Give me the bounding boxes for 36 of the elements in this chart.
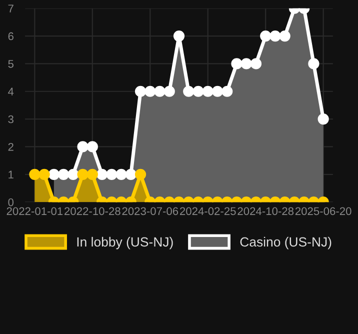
x-tick-label: 2022-01-01 — [6, 207, 63, 216]
y-tick-label: 5 — [8, 60, 14, 68]
point — [222, 86, 233, 97]
y-tick-label: 7 — [8, 4, 14, 12]
point — [164, 86, 175, 97]
point — [260, 30, 272, 42]
point — [212, 86, 224, 97]
point — [77, 141, 88, 152]
point — [250, 58, 262, 70]
point — [183, 86, 194, 97]
point — [318, 113, 329, 125]
legend-label: In lobby (US-NJ) — [77, 236, 173, 250]
point — [144, 86, 156, 97]
point — [154, 86, 166, 97]
point — [134, 86, 146, 97]
point — [270, 30, 281, 42]
x-tick-label: 2024-10-28 — [238, 207, 294, 216]
legend-label: Casino (US-NJ) — [240, 236, 332, 250]
x-tick-label: 2023-07-06 — [122, 207, 178, 216]
x-tick-label: 2022-10-28 — [64, 207, 120, 216]
point — [308, 58, 320, 70]
y-tick-label: 2 — [8, 142, 14, 151]
y-tick-label: 0 — [8, 198, 14, 206]
y-tick-label: 3 — [8, 115, 14, 124]
point — [173, 30, 185, 42]
point — [240, 58, 252, 70]
point — [192, 86, 204, 97]
x-tick-label: 2024-02-25 — [180, 207, 236, 216]
point — [231, 58, 242, 70]
y-tick-label: 4 — [8, 88, 14, 96]
point — [202, 86, 214, 97]
point — [279, 30, 290, 42]
y-tick-label: 6 — [8, 32, 14, 40]
y-tick-label: 1 — [8, 170, 14, 178]
point — [86, 141, 98, 152]
x-tick-label: 2025-06-20 — [295, 207, 352, 216]
